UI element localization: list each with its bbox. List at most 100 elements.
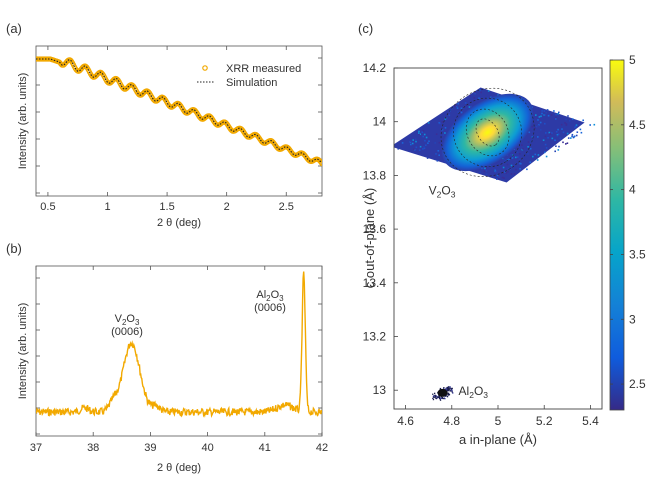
speckle-pixel [575, 125, 577, 128]
speckle-pixel [549, 133, 552, 135]
speckle-pixel [522, 148, 524, 150]
annot-al2o3-reflection: (0006) [254, 302, 286, 314]
speckle-pixel [555, 145, 557, 147]
speckle-pixel [422, 148, 424, 150]
c-xtick-label: 5.4 [582, 414, 599, 428]
speckle-pixel [521, 144, 523, 146]
speckle-pixel [418, 130, 420, 133]
speckle-pixel [547, 137, 549, 139]
speckle-pixel [503, 177, 505, 179]
xrr-measured-point [319, 161, 322, 167]
speckle-pixel [428, 140, 430, 142]
al2o3-pixel [445, 388, 447, 390]
speckle-pixel [527, 141, 530, 143]
speckle-pixel [555, 131, 558, 133]
al2o3-pixel [446, 396, 449, 398]
speckle-pixel [505, 172, 508, 174]
speckle-pixel [544, 143, 547, 146]
speckle-pixel [456, 107, 459, 109]
al2o3-pixel [447, 386, 450, 388]
speckle-pixel [415, 146, 418, 149]
al2o3-pixel [449, 390, 451, 392]
speckle-pixel [479, 171, 481, 173]
colorbar-tick-label: 4.5 [629, 118, 646, 132]
speckle-pixel [541, 112, 543, 115]
speckle-pixel [501, 176, 504, 179]
speckle-pixel [529, 147, 532, 150]
speckle-pixel [510, 164, 513, 167]
al2o3-pixel [440, 397, 442, 399]
speckle-pixel [567, 115, 569, 117]
speckle-pixel [565, 123, 568, 125]
speckle-pixel [589, 124, 591, 126]
speckle-pixel [519, 168, 521, 170]
c-xtick-label: 4.8 [443, 414, 460, 428]
speckle-pixel [425, 136, 428, 139]
annot-v2o3: V2O3 [115, 313, 140, 327]
speckle-pixel [450, 108, 453, 110]
speckle-pixel [425, 144, 427, 146]
speckle-pixel [480, 91, 482, 94]
speckle-pixel [397, 148, 399, 150]
colorbar-tick-label: 3.5 [629, 247, 646, 261]
al2o3-pixel [448, 388, 450, 391]
speckle-pixel [422, 135, 424, 138]
speckle-pixel [422, 130, 425, 132]
speckle-pixel [484, 167, 486, 170]
al2o3-pixel [439, 399, 442, 401]
speckle-pixel [464, 102, 467, 104]
speckle-pixel [576, 131, 579, 133]
speckle-pixel [427, 142, 429, 144]
c-ytick-label: 13.8 [363, 168, 387, 182]
speckle-pixel [401, 142, 404, 144]
speckle-pixel [426, 157, 429, 159]
speckle-pixel [534, 153, 537, 156]
speckle-pixel [555, 113, 557, 116]
speckle-pixel [419, 133, 421, 135]
panel-b-xrd: 37 38 39 40 41 42 V2O3 (0006) Al2O3 (0006) 2 … [17, 265, 328, 474]
speckle-pixel [573, 135, 576, 138]
speckle-pixel [441, 128, 444, 131]
speckle-pixel [574, 126, 576, 129]
speckle-pixel [562, 141, 564, 144]
speckle-pixel [568, 119, 571, 122]
speckle-pixel [551, 132, 553, 134]
speckle-pixel [575, 124, 578, 126]
al2o3-pixel [450, 388, 452, 390]
speckle-pixel [567, 137, 570, 139]
speckle-pixel [423, 133, 426, 136]
speckle-pixel [557, 149, 560, 151]
speckle-pixel [526, 168, 528, 171]
al2o3-pixel [435, 397, 438, 400]
speckle-pixel [555, 118, 557, 120]
al2o3-pixel [436, 395, 438, 398]
speckle-pixel [455, 104, 458, 107]
speckle-pixel [410, 140, 412, 142]
speckle-pixel [539, 129, 542, 131]
speckle-pixel [497, 177, 500, 180]
xrr-measured-point [318, 159, 322, 166]
colorbar [609, 59, 625, 411]
al2o3-pixel [444, 395, 447, 397]
al2o3-pixel [448, 392, 450, 394]
speckle-pixel [470, 105, 472, 108]
speckle-pixel [560, 123, 563, 126]
speckle-pixel [545, 112, 548, 114]
al2o3-pixel [442, 397, 444, 399]
speckle-pixel [511, 157, 514, 159]
speckle-pixel [421, 131, 424, 133]
speckle-pixel [564, 122, 566, 124]
speckle-pixel [434, 142, 436, 144]
al2o3-pixel [447, 387, 449, 390]
speckle-pixel [562, 131, 565, 134]
xrr-measured-series [36, 56, 322, 167]
a-xtick-label: 0.5 [40, 201, 55, 213]
speckle-pixel [545, 155, 548, 158]
al2o3-pixel [447, 390, 449, 392]
speckle-pixel [457, 102, 459, 105]
speckle-pixel [544, 135, 547, 138]
speckle-pixel [498, 173, 500, 176]
speckle-pixel [435, 133, 438, 135]
speckle-pixel [535, 114, 537, 116]
al2o3-pixel [452, 392, 454, 394]
